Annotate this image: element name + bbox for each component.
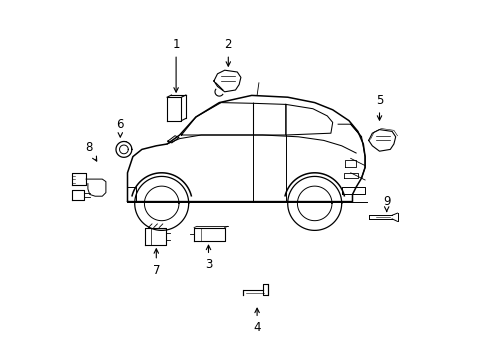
Text: 2: 2: [224, 39, 232, 66]
Text: 8: 8: [85, 141, 97, 161]
Text: 9: 9: [382, 195, 389, 211]
Text: 7: 7: [152, 249, 160, 276]
Text: 1: 1: [172, 39, 180, 92]
Text: 4: 4: [253, 308, 260, 334]
Text: 6: 6: [116, 118, 124, 137]
Text: 5: 5: [375, 94, 383, 120]
Text: 3: 3: [204, 245, 212, 271]
